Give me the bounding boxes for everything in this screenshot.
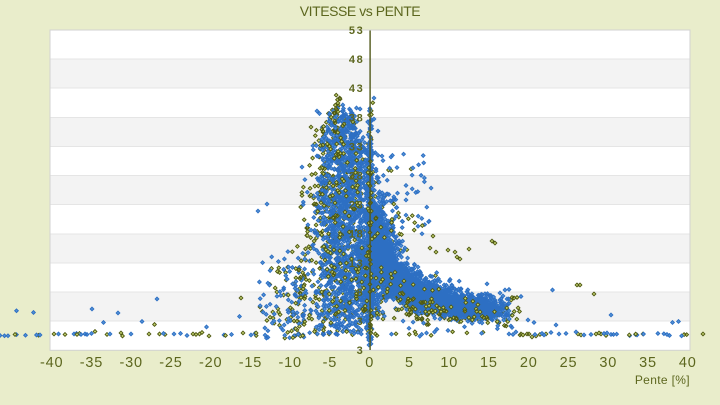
svg-text:43: 43 [349,83,365,95]
svg-text:30: 30 [599,355,617,371]
svg-text:Pente [%]: Pente [%] [635,373,690,387]
svg-text:3: 3 [357,345,365,357]
svg-text:-10: -10 [279,355,302,371]
svg-text:-25: -25 [159,355,182,371]
svg-text:-40: -40 [40,355,63,371]
svg-text:-35: -35 [80,355,103,371]
svg-text:-5: -5 [323,355,338,371]
svg-text:VITESSE vs PENTE: VITESSE vs PENTE [300,3,420,19]
svg-text:-20: -20 [199,355,222,371]
svg-text:48: 48 [349,54,365,66]
svg-text:3: 3 [357,316,365,328]
svg-text:13: 13 [349,258,365,270]
svg-text:0: 0 [365,355,374,371]
svg-text:10: 10 [440,355,458,371]
svg-text:25: 25 [560,355,578,371]
svg-text:-15: -15 [239,355,262,371]
svg-text:18: 18 [349,229,365,241]
svg-text:38: 38 [349,112,365,124]
svg-text:5: 5 [405,355,414,371]
svg-text:8: 8 [357,287,365,299]
svg-text:40: 40 [679,355,697,371]
svg-text:33: 33 [349,141,365,153]
svg-text:28: 28 [349,171,365,183]
svg-text:-30: -30 [120,355,143,371]
svg-text:20: 20 [520,355,538,371]
svg-text:35: 35 [639,355,657,371]
svg-text:53: 53 [349,25,365,37]
svg-text:15: 15 [480,355,498,371]
svg-text:23: 23 [349,200,365,212]
